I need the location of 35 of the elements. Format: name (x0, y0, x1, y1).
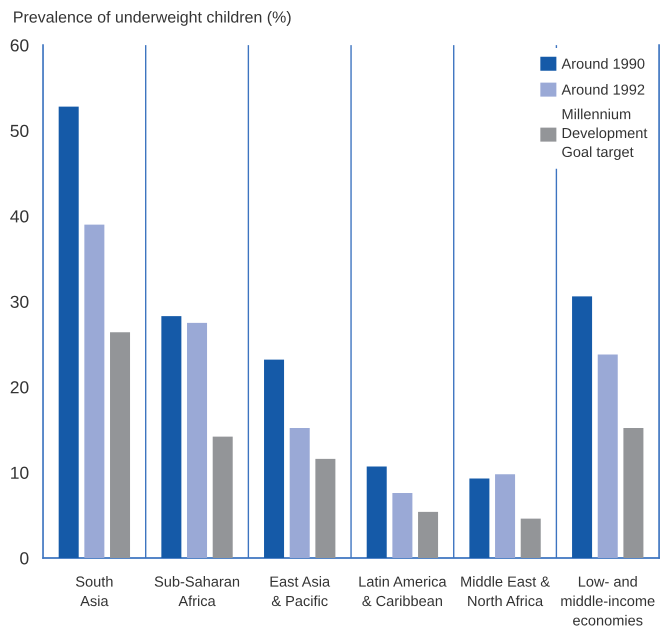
x-tick-label: Latin America & Caribbean (359, 576, 447, 606)
bar (572, 296, 592, 558)
bar (84, 224, 104, 558)
y-axis-title: Prevalence of underweight children (%) (14, 10, 291, 26)
bar (187, 322, 208, 558)
bar (212, 436, 233, 558)
bar (418, 512, 438, 558)
y-tick-label: 60 (10, 39, 28, 52)
legend-label: Around 1990 (562, 58, 644, 69)
x-tick-label: East Asia & Pacific (270, 576, 330, 606)
y-tick-label: 40 (10, 210, 28, 223)
y-tick-label: 20 (10, 381, 28, 394)
y-tick-label: 50 (10, 124, 28, 138)
x-tick-label: Sub-Saharan Africa (154, 576, 240, 606)
bar (110, 332, 130, 558)
bar (469, 478, 490, 558)
y-tick-label: 10 (11, 466, 28, 479)
y-tick-label: 0 (20, 552, 28, 564)
bar (366, 466, 387, 558)
bar (161, 316, 182, 558)
bar (392, 493, 412, 558)
legend-label: Millennium Development Goal target (562, 108, 648, 160)
legend-label: Around 1992 (562, 84, 644, 95)
bar (58, 106, 79, 558)
y-tick-label: 30 (10, 296, 28, 308)
x-tick-label: Low- and middle-income economies (561, 576, 655, 626)
bar (315, 458, 336, 558)
bar (495, 474, 516, 558)
x-tick-label: South Asia (76, 576, 112, 606)
bar (520, 518, 541, 558)
bar (598, 354, 618, 558)
bar (290, 428, 310, 558)
bar (264, 360, 284, 558)
x-tick-label: Middle East & North Africa (461, 576, 550, 606)
bar (623, 428, 644, 558)
